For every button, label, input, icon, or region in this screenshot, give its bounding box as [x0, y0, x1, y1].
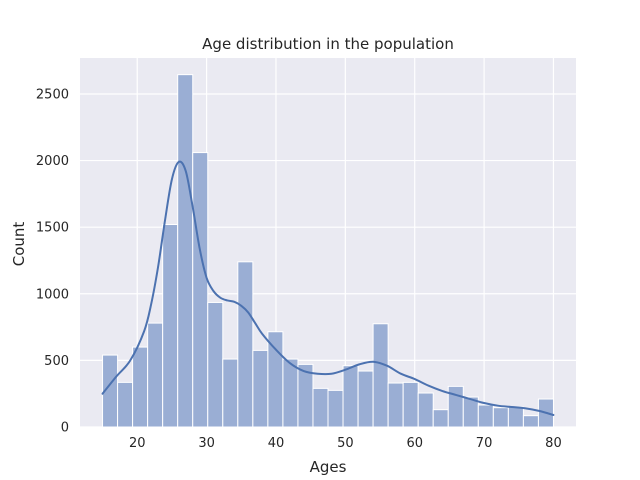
- histogram-bar: [132, 346, 149, 428]
- histogram-bar: [147, 322, 164, 428]
- histogram-bar: [252, 349, 269, 428]
- histogram-bar: [222, 358, 239, 428]
- histogram-bar: [312, 387, 329, 428]
- kde-curve-group: [101, 160, 555, 417]
- histogram-bar: [282, 358, 299, 428]
- histogram-bar: [522, 415, 539, 428]
- histogram-bar: [507, 406, 524, 428]
- histogram-bar: [117, 381, 134, 428]
- x-tick-label: 50: [337, 436, 354, 451]
- tick-labels: 20 30 40 50 60 70 80 0 500 1000 1500 2000 2500: [36, 87, 562, 451]
- histogram-bar: [162, 224, 179, 428]
- histogram-bar: [477, 404, 494, 428]
- histogram-bar: [492, 407, 509, 428]
- y-tick-label: 1500: [36, 221, 69, 236]
- y-tick-label: 0: [61, 421, 69, 436]
- y-axis-title: Count: [10, 222, 28, 267]
- histogram-bar: [417, 392, 434, 428]
- x-axis-title: Ages: [310, 458, 347, 476]
- histogram-bar: [357, 370, 374, 428]
- histogram-bar: [372, 323, 389, 428]
- x-tick-label: 40: [268, 436, 285, 451]
- y-tick-label: 2000: [36, 154, 69, 169]
- histogram-bar: [237, 261, 254, 428]
- histogram-bars: [102, 74, 554, 428]
- histogram-bar: [342, 365, 359, 428]
- histogram-bar: [432, 409, 449, 428]
- histogram-bar: [387, 382, 404, 428]
- histogram-bar: [402, 381, 419, 428]
- histogram-bar: [177, 74, 194, 428]
- x-tick-label: 30: [198, 436, 215, 451]
- y-tick-label: 2500: [36, 87, 69, 102]
- x-tick-label: 70: [476, 436, 493, 451]
- x-tick-label: 80: [545, 436, 562, 451]
- kde-curve: [101, 160, 555, 417]
- y-tick-label: 500: [44, 354, 69, 369]
- y-tick-label: 1000: [36, 287, 69, 302]
- chart-title: Age distribution in the population: [202, 35, 454, 53]
- x-tick-label: 60: [406, 436, 423, 451]
- x-tick-label: 20: [129, 436, 146, 451]
- histogram-bar: [267, 331, 284, 428]
- histogram-bar: [207, 301, 224, 428]
- histogram-bar: [192, 152, 209, 428]
- histogram-bar: [327, 389, 344, 428]
